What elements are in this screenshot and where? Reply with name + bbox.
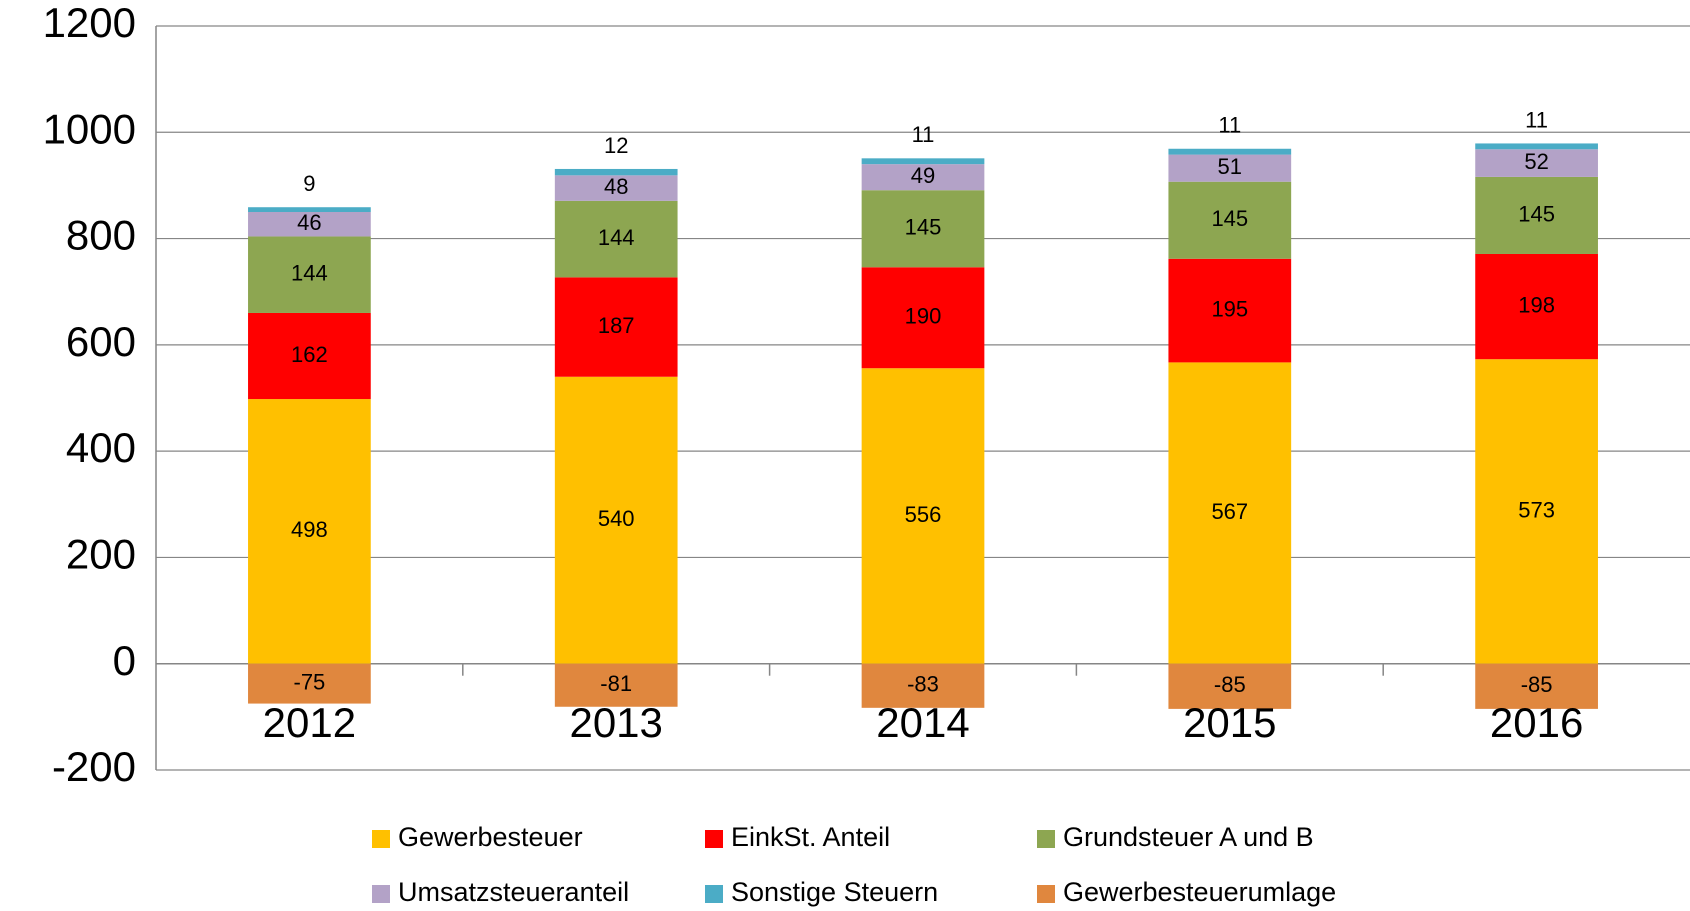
data-label: 195 [1211, 296, 1248, 321]
bar-segment [1475, 149, 1598, 177]
bar-segment [248, 399, 371, 664]
bar-segment [1168, 258, 1292, 363]
bar-segment [248, 663, 371, 704]
data-label: 145 [1211, 206, 1248, 231]
data-label: 573 [1518, 497, 1555, 522]
data-label: 567 [1211, 499, 1248, 524]
bar-segment [554, 168, 678, 176]
data-label: -75 [294, 669, 326, 694]
bar-segment [1475, 663, 1598, 709]
data-label: 48 [604, 174, 628, 199]
legend-swatch [705, 885, 723, 903]
data-label: 51 [1218, 154, 1242, 179]
data-label: 49 [911, 163, 935, 188]
bar-segment [861, 164, 985, 191]
data-label: 144 [598, 225, 635, 250]
x-tick-label: 2015 [1183, 699, 1276, 746]
data-label: 11 [1218, 113, 1241, 138]
bar-segment [1168, 663, 1292, 709]
bar-segment [248, 312, 371, 400]
data-label: 11 [1525, 107, 1548, 132]
legend-label: Sonstige Steuern [731, 877, 938, 907]
bar-segment [861, 663, 985, 708]
y-tick-label: 1000 [43, 105, 136, 152]
data-label: 145 [1518, 201, 1555, 226]
bar-segment [861, 158, 985, 165]
y-tick-label: 400 [66, 424, 136, 471]
bar-segment [554, 200, 678, 278]
data-label: 52 [1524, 149, 1548, 174]
data-label: 198 [1518, 292, 1555, 317]
x-tick-label: 2012 [263, 699, 356, 746]
data-label: 498 [291, 517, 328, 542]
bar-segment [1168, 181, 1292, 259]
data-label: -85 [1214, 672, 1246, 697]
bar-segment [1475, 253, 1598, 360]
y-tick-label: 600 [66, 318, 136, 365]
legend-swatch [705, 830, 723, 848]
data-label: 187 [598, 313, 635, 338]
data-label: 12 [604, 133, 628, 158]
data-label: 162 [291, 342, 328, 367]
data-label: 144 [291, 261, 328, 286]
bar-segment [1168, 154, 1292, 182]
data-label: 556 [905, 502, 942, 527]
x-tick-label: 2016 [1490, 699, 1583, 746]
bar-segment [1168, 148, 1292, 155]
y-tick-label: 800 [66, 212, 136, 259]
legend-label: Gewerbesteuer [398, 822, 583, 852]
data-label: 11 [912, 122, 935, 147]
bar-segment [861, 267, 985, 369]
bar-segment [1475, 143, 1598, 150]
y-tick-label: 200 [66, 531, 136, 578]
data-label: -83 [907, 672, 939, 697]
legend-swatch [372, 830, 390, 848]
bar-segment [554, 376, 678, 664]
x-tick-label: 2013 [569, 699, 662, 746]
bar-segment [1168, 362, 1292, 664]
bar-segment [554, 175, 678, 201]
data-label: -81 [600, 671, 632, 696]
legend-label: Grundsteuer A und B [1063, 822, 1314, 852]
data-label: 540 [598, 506, 635, 531]
bar-segment [248, 207, 371, 212]
x-tick-label: 2014 [876, 699, 969, 746]
data-label: 190 [905, 304, 942, 329]
bar-segment [554, 663, 678, 707]
legend-label: EinkSt. Anteil [731, 822, 890, 852]
bar-segment [1475, 176, 1598, 254]
bar-segment [861, 368, 985, 664]
data-label: 46 [297, 210, 321, 235]
legend-swatch [1037, 885, 1055, 903]
legend-swatch [372, 885, 390, 903]
data-label: 9 [303, 171, 315, 196]
bar-segment [248, 236, 371, 313]
legend-label: Gewerbesteuerumlage [1063, 877, 1336, 907]
bar-segment [554, 277, 678, 377]
data-label: -85 [1521, 672, 1553, 697]
bar-segment [248, 212, 371, 237]
bar-segment [1475, 359, 1598, 664]
data-label: 145 [905, 215, 942, 240]
y-tick-label: 1200 [43, 0, 136, 46]
legend-swatch [1037, 830, 1055, 848]
y-tick-label: 0 [113, 637, 136, 684]
y-tick-label: -200 [52, 743, 136, 790]
bar-segment [861, 190, 985, 268]
legend-label: Umsatzsteueranteil [398, 877, 629, 907]
